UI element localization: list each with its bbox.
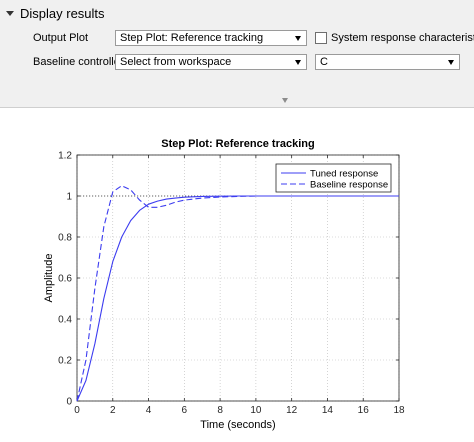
baseline-response-line <box>76 185 399 402</box>
x-axis-label: Time (seconds) <box>200 419 275 431</box>
checkbox-box[interactable] <box>315 32 327 44</box>
baseline-controller-value: Select from workspace <box>120 56 232 68</box>
y-tick-label: 0 <box>66 397 72 408</box>
caret-down-icon[interactable] <box>6 10 14 16</box>
x-tick-label: 0 <box>74 405 80 416</box>
baseline-variable-value: C <box>320 56 328 68</box>
legend-label: Baseline response <box>310 180 388 191</box>
x-tick-label: 4 <box>146 405 152 416</box>
y-tick-label: 0.6 <box>58 274 72 285</box>
output-plot-dropdown[interactable]: Step Plot: Reference tracking <box>115 30 307 46</box>
dropdown-arrow-icon <box>295 59 301 65</box>
x-tick-label: 12 <box>286 405 298 416</box>
x-tick-label: 10 <box>250 405 262 416</box>
collapse-arrow-icon[interactable] <box>282 98 288 103</box>
y-tick-label: 0.2 <box>58 356 72 367</box>
system-response-checkbox[interactable]: System response characteristics <box>315 32 474 44</box>
section-title: Display results <box>20 5 105 21</box>
x-tick-label: 14 <box>322 405 334 416</box>
output-plot-label: Output Plot <box>33 32 89 44</box>
y-tick-label: 0.8 <box>58 233 72 244</box>
baseline-variable-dropdown[interactable]: C <box>315 54 460 70</box>
y-tick-label: 0.4 <box>58 315 72 326</box>
y-tick-label: 1.2 <box>58 151 72 162</box>
legend-label: Tuned response <box>310 169 378 180</box>
display-results-header[interactable]: Display results <box>6 4 105 22</box>
legend-box <box>275 163 392 193</box>
x-tick-label: 8 <box>217 405 223 416</box>
x-tick-label: 16 <box>358 405 370 416</box>
y-tick-label: 1 <box>66 192 72 203</box>
baseline-controller-label: Baseline controller <box>33 56 124 68</box>
baseline-controller-dropdown[interactable]: Select from workspace <box>115 54 307 70</box>
tuned-response-line <box>76 195 399 402</box>
x-tick-label: 6 <box>182 405 188 416</box>
display-results-panel: Display results Output Plot Step Plot: R… <box>0 0 474 108</box>
chart-title: Step Plot: Reference tracking <box>161 138 314 150</box>
dropdown-arrow-icon <box>448 59 454 65</box>
x-tick-label: 18 <box>393 405 405 416</box>
output-plot-value: Step Plot: Reference tracking <box>120 32 264 44</box>
x-tick-label: 2 <box>110 405 116 416</box>
y-axis-label: Amplitude <box>43 254 55 303</box>
system-response-label: System response characteristics <box>331 32 474 44</box>
dropdown-arrow-icon <box>295 35 301 41</box>
